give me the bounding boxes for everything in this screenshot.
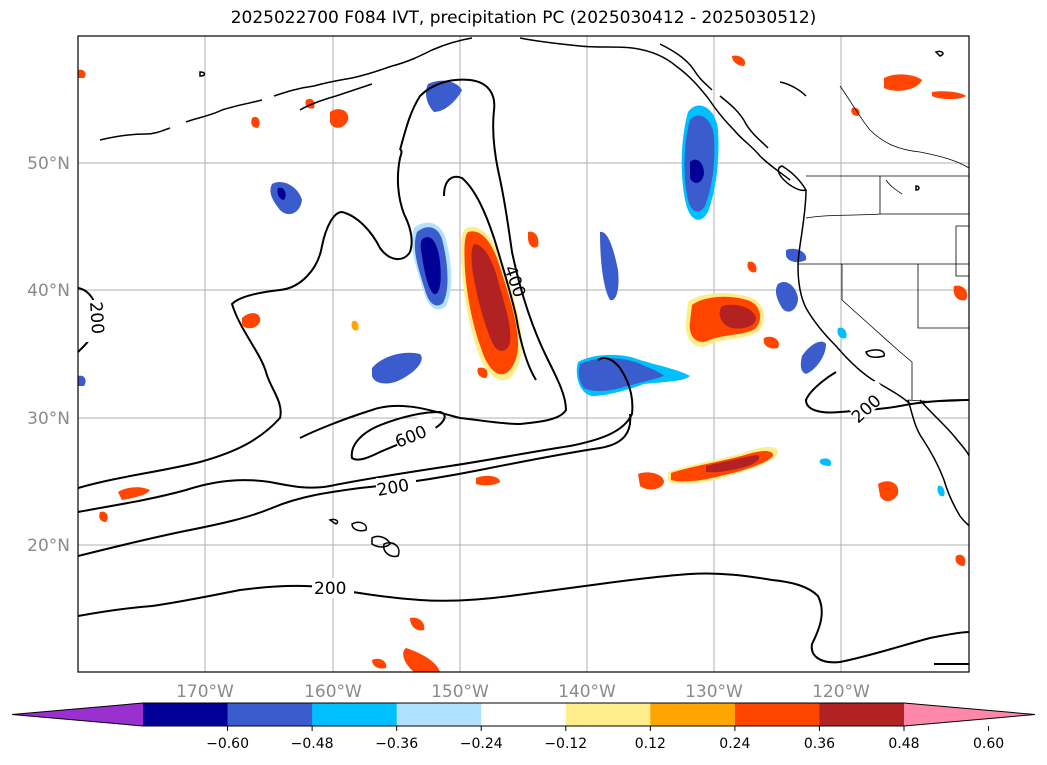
precip-positive-anomalies: [78, 55, 968, 672]
colorbar-segment: [143, 703, 229, 726]
coastlines: [99, 37, 969, 558]
lat-label: 40°N: [27, 281, 70, 301]
precip-negative-anomalies: [78, 80, 945, 497]
colorbar-tick-label: −0.36: [375, 736, 418, 752]
colorbar-extend-low: [12, 703, 143, 726]
colorbar-segment: [734, 703, 820, 726]
colorbar-segment: [650, 703, 736, 726]
lon-label: 120°W: [812, 682, 870, 702]
colorbar-tick-label: 0.36: [804, 736, 835, 752]
ivt-contour-200-south: [78, 357, 634, 513]
ivt-contour-600: [350, 410, 446, 461]
colorbar-segment: [227, 703, 313, 726]
colorbar-tick-label: −0.60: [206, 736, 249, 752]
colorbar: −0.60 −0.48 −0.36 −0.24 −0.12 0.12 0.24 0.36 0.4…: [11, 702, 1036, 752]
contour-label: 200: [85, 301, 107, 335]
colorbar-tick-label: 0.24: [719, 736, 750, 752]
contour-label: 200: [314, 579, 346, 599]
lon-label: 170°W: [176, 682, 234, 702]
ivt-contour-200-coast: [804, 371, 969, 414]
lat-label: 50°N: [27, 154, 70, 174]
lon-label: 130°W: [685, 682, 743, 702]
colorbar-extend-high: [904, 703, 1035, 726]
lat-label: 30°N: [27, 409, 70, 429]
colorbar-tick-label: 0.48: [888, 736, 919, 752]
ivt-contour-labels: 200 400 600 200 200 200: [84, 263, 891, 599]
map-title: 2025022700 F084 IVT, precipitation PC (2…: [230, 8, 817, 28]
colorbar-tick-label: 0.60: [973, 736, 1004, 752]
graticule: [78, 36, 969, 672]
longitude-labels: 170°W 160°W 150°W 140°W 130°W 120°W: [176, 682, 870, 702]
colorbar-tick-label: −0.12: [544, 736, 587, 752]
latitude-labels: 50°N 40°N 30°N 20°N: [27, 154, 70, 556]
lat-label: 20°N: [27, 536, 70, 556]
map-frame: [77, 35, 970, 673]
ivt-contour-200-lower: [78, 413, 632, 557]
ivt-contours: [78, 78, 969, 665]
ivt-contour-200-outer: [78, 149, 413, 489]
lon-label: 150°W: [431, 682, 489, 702]
colorbar-segment: [312, 703, 398, 726]
colorbar-segment: [396, 703, 482, 726]
ivt-contour-200-far-south: [78, 572, 969, 664]
colorbar-segment: [819, 703, 905, 726]
colorbar-segment: [481, 703, 567, 726]
colorbar-segment: [565, 703, 651, 726]
ivt-contour-400: [443, 175, 537, 381]
colorbar-tick-label: 0.12: [635, 736, 666, 752]
lon-label: 140°W: [558, 682, 616, 702]
map-panel: 200 400 600 200 200 200: [78, 36, 969, 672]
colorbar-tick-label: −0.48: [291, 736, 334, 752]
colorbar-tick-label: −0.24: [460, 736, 503, 752]
lon-label: 160°W: [304, 682, 362, 702]
